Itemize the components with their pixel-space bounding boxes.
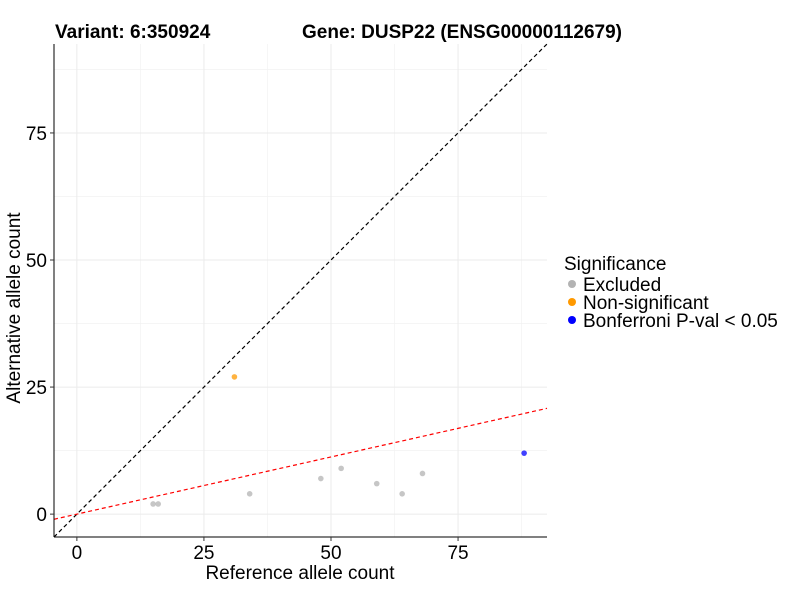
data-point [399, 490, 405, 497]
legend-title: Significance [564, 254, 666, 275]
data-point [521, 450, 527, 456]
x-tick-label: 75 [447, 543, 468, 564]
identity-line [53, 43, 548, 538]
x-tick-label: 50 [320, 543, 341, 564]
fit-line [53, 407, 548, 520]
y-tick-label: 75 [26, 124, 47, 145]
legend-label: Bonferroni P-val < 0.05 [583, 311, 778, 332]
axes: 0 25 50 75 0 25 50 75 [26, 44, 547, 564]
x-axis-title: Reference allele count [205, 563, 395, 584]
y-tick-label: 0 [36, 505, 47, 526]
data-point [155, 501, 161, 507]
data-point [419, 470, 426, 477]
data-point [373, 480, 380, 487]
x-tick-label: 0 [72, 543, 83, 564]
data-point [246, 490, 253, 497]
legend-key-dot [568, 316, 576, 324]
data-point [338, 465, 344, 472]
legend-label: Excluded [583, 275, 661, 296]
grid [54, 44, 547, 537]
data-point [231, 374, 238, 380]
x-tick-label: 25 [193, 543, 214, 564]
y-tick-label: 50 [26, 251, 47, 272]
chart-title-gene: Gene: DUSP22 (ENSG00000112679) [302, 22, 622, 43]
legend: Significance ExcludedNon-significantBonf… [564, 254, 778, 332]
y-axis-title: Alternative allele count [4, 212, 25, 404]
legend-key-dot [568, 298, 576, 306]
reference-lines [53, 43, 548, 538]
data-points [150, 374, 527, 507]
legend-key-dot [568, 280, 576, 288]
data-point [150, 501, 156, 507]
legend-label: Non-significant [583, 293, 709, 314]
data-point [318, 475, 324, 482]
chart-title-variant: Variant: 6:350924 [55, 22, 211, 43]
y-tick-label: 25 [26, 378, 47, 399]
